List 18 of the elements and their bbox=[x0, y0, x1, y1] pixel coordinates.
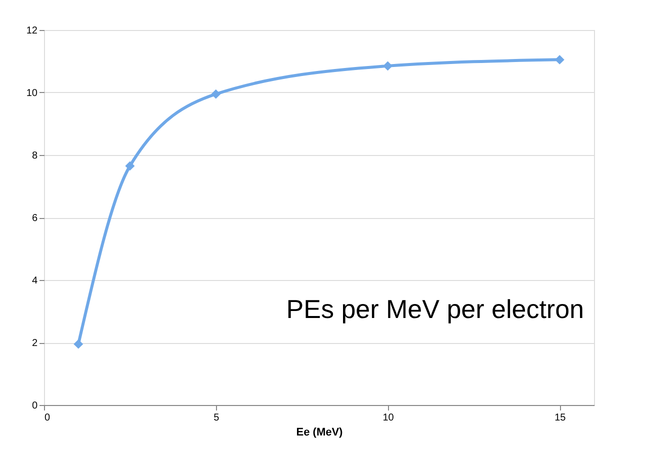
point bbox=[383, 61, 392, 71]
x-tick-label: 0 bbox=[44, 412, 50, 424]
y-tick-label: 8 bbox=[32, 150, 38, 162]
x-axis-title: Ee (MeV) bbox=[296, 426, 344, 438]
point bbox=[74, 339, 84, 349]
y-tick-label: 6 bbox=[32, 213, 38, 224]
point bbox=[211, 89, 221, 99]
x-tick-label: 10 bbox=[382, 412, 394, 424]
x-tick-label: 5 bbox=[214, 412, 220, 424]
y-tick-label: 4 bbox=[32, 276, 38, 286]
point bbox=[554, 54, 564, 64]
x-tick-label: 15 bbox=[554, 412, 566, 424]
annotation: PEs per MeV per electron bbox=[286, 294, 584, 324]
y-tick-label: 12 bbox=[26, 26, 38, 36]
y-tick-label: 2 bbox=[32, 338, 38, 349]
y-tick-label: 10 bbox=[26, 88, 38, 99]
y-tick-label: 0 bbox=[32, 400, 38, 412]
point bbox=[125, 161, 135, 171]
